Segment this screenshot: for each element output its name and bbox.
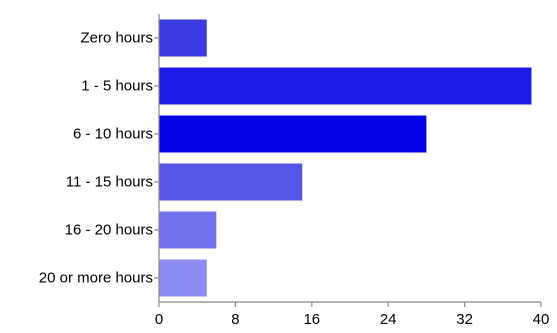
bar <box>159 211 217 249</box>
x-tick-label: 8 <box>231 311 239 328</box>
x-tick-label: 32 <box>456 311 473 328</box>
bar <box>159 163 303 201</box>
bars-layer <box>159 19 532 297</box>
category-label: 20 or more hours <box>39 270 153 287</box>
bar <box>159 67 532 105</box>
bar <box>159 19 207 57</box>
bar <box>159 115 427 153</box>
category-label: 11 - 15 hours <box>66 174 153 191</box>
x-tick-label: 0 <box>155 311 163 328</box>
x-tick-label: 24 <box>380 311 397 328</box>
category-labels: Zero hours 1 - 5 hours 6 - 10 hours 11 - 15… <box>39 30 159 287</box>
bar <box>159 259 207 297</box>
category-label: 1 - 5 hours <box>81 78 153 95</box>
x-tick-label: 16 <box>303 311 320 328</box>
x-tick-label: 40 <box>533 311 550 328</box>
x-axis-ticks: 0 8 16 24 32 40 <box>155 302 550 328</box>
category-label: 16 - 20 hours <box>65 222 153 239</box>
category-label: Zero hours <box>80 30 153 47</box>
category-label: 6 - 10 hours <box>73 126 153 143</box>
